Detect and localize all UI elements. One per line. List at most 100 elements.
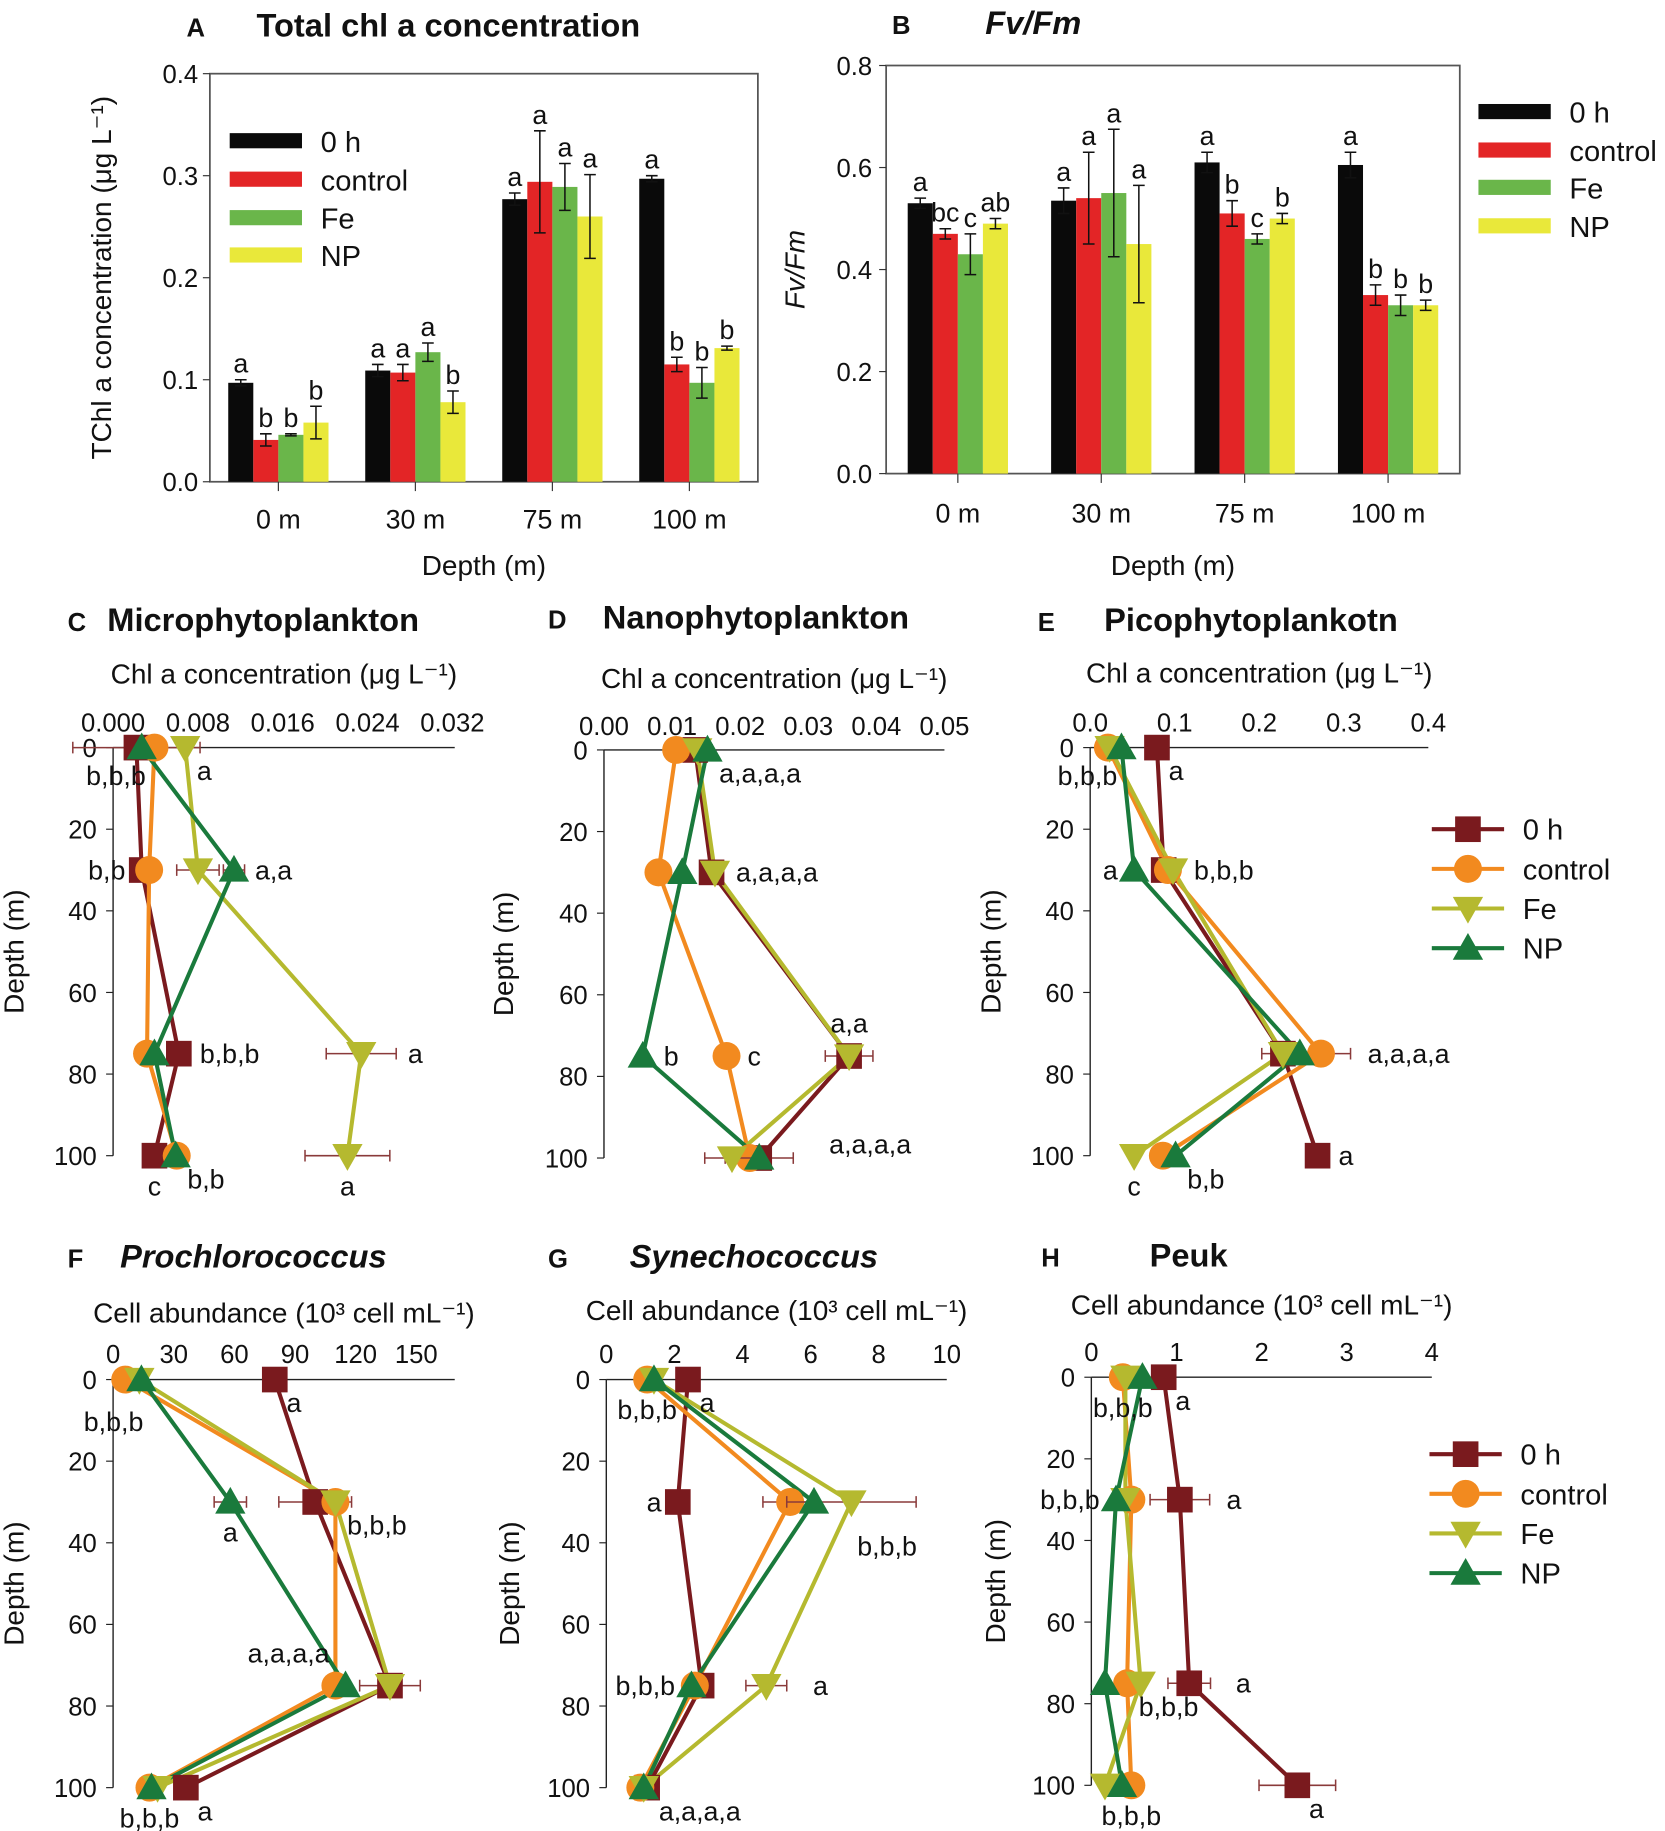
y-tick-label: 100 xyxy=(1032,1773,1075,1801)
y-tick-label: 60 xyxy=(68,980,97,1008)
y-tick-label: 0.3 xyxy=(163,163,199,191)
panel-title: Fv/Fm xyxy=(985,4,1081,41)
bar-NP-2 xyxy=(1269,218,1295,474)
bar-Fe-2 xyxy=(552,186,578,482)
significance-annotation: a xyxy=(1103,855,1118,885)
panel-title: Nanophytoplankton xyxy=(603,599,909,636)
y-tick-label: 40 xyxy=(559,900,588,928)
y-tick-label: 100 xyxy=(54,1775,97,1803)
marker-Fe xyxy=(346,1042,377,1069)
marker-control xyxy=(662,735,691,764)
bar-control-1 xyxy=(390,372,416,482)
bar-Fe-3 xyxy=(689,382,715,482)
y-tick-label: 100 xyxy=(54,1143,97,1171)
marker-NP xyxy=(667,857,698,885)
significance-letter: b xyxy=(1225,170,1240,200)
panel-label: G xyxy=(548,1246,568,1274)
marker-control xyxy=(644,858,673,887)
marker-Fe xyxy=(320,1490,351,1518)
legend-marker-0h xyxy=(1452,1441,1479,1468)
marker-0h xyxy=(1284,1772,1311,1799)
significance-letter: a xyxy=(583,144,598,174)
significance-annotation: b,b,b xyxy=(857,1532,917,1562)
y-tick-label: 20 xyxy=(561,1449,590,1477)
y-tick-label: 0 xyxy=(576,1367,590,1395)
error-bar xyxy=(1394,294,1407,317)
panel-label: H xyxy=(1041,1244,1060,1272)
significance-letter: a xyxy=(1081,121,1096,151)
panel-title: Total chl a concentration xyxy=(257,6,641,43)
y-tick-label: 0.4 xyxy=(163,61,199,89)
bar-NP-0 xyxy=(982,223,1008,474)
x-tick-label: 0.000 xyxy=(81,709,145,737)
x-tick-label: 0.2 xyxy=(1241,709,1277,737)
legend-swatch-Fe xyxy=(1478,179,1551,195)
series-line-0h xyxy=(1161,1376,1299,1787)
y-tick-label: 60 xyxy=(1046,1609,1075,1637)
significance-annotation: b xyxy=(664,1041,679,1071)
marker-0h xyxy=(1144,734,1170,761)
series-line-control xyxy=(124,1377,338,1790)
category-label: 100 m xyxy=(652,504,726,534)
y-axis-title: Depth (m) xyxy=(494,1521,525,1645)
y-tick-label: 40 xyxy=(1045,898,1074,926)
significance-letter: b xyxy=(669,326,684,356)
significance-annotation: a xyxy=(408,1039,423,1069)
x-tick-label: 1 xyxy=(1169,1339,1183,1367)
category-label: 30 m xyxy=(386,504,446,534)
y-tick-label: 100 xyxy=(547,1775,590,1803)
bar-Fe-0 xyxy=(957,254,983,474)
significance-annotation: a xyxy=(223,1518,238,1548)
significance-annotation: b,b xyxy=(1187,1164,1224,1194)
significance-letter: a xyxy=(1106,98,1121,128)
error-bar xyxy=(1251,233,1264,245)
significance-letter: b xyxy=(1393,264,1408,294)
y-tick-label: 60 xyxy=(559,982,588,1010)
error-bar xyxy=(721,345,733,351)
error-bar xyxy=(1133,184,1145,304)
y-tick-label: 0 xyxy=(83,1367,97,1395)
category-label: 30 m xyxy=(1071,499,1131,529)
bar-NP-1 xyxy=(440,402,466,482)
y-tick-label: 0.8 xyxy=(836,53,872,81)
legend-swatch-NP xyxy=(1478,218,1551,234)
x-axis-title: Chl a concentration (μg L⁻¹) xyxy=(1086,657,1432,688)
significance-letter: b xyxy=(1418,269,1433,299)
legend-label: control xyxy=(1523,854,1610,886)
x-tick-label: 0 xyxy=(599,1341,613,1369)
significance-annotation: a xyxy=(1339,1141,1354,1171)
y-tick-label: 0.2 xyxy=(163,265,199,293)
y-tick-label: 80 xyxy=(68,1693,97,1721)
legend-label: control xyxy=(321,165,408,197)
marker-NP xyxy=(1089,1668,1121,1695)
error-bar xyxy=(559,162,571,212)
bar-control-3 xyxy=(1363,295,1389,474)
significance-letter: b xyxy=(309,375,324,405)
legend-marker-Fe xyxy=(1450,1521,1481,1549)
significance-letter: b xyxy=(283,403,298,433)
significance-annotation: b,b,b xyxy=(86,761,146,791)
series-line-NP xyxy=(640,749,761,1160)
error-bar xyxy=(1419,299,1432,312)
error-bar xyxy=(1276,212,1289,225)
y-tick-label: 0.0 xyxy=(836,461,872,489)
legend: 0 h control Fe NP xyxy=(1478,98,1657,244)
marker-control xyxy=(712,1042,741,1070)
marker-Fe xyxy=(332,1144,363,1171)
marker-NP xyxy=(628,1772,659,1800)
error-bar xyxy=(1107,128,1120,258)
bar-0h-0 xyxy=(228,382,254,482)
category-label: 75 m xyxy=(523,504,583,534)
marker-NP xyxy=(798,1486,830,1514)
marker-NP xyxy=(330,1670,361,1698)
panel-label: E xyxy=(1038,609,1055,637)
y-tick-label: 0.1 xyxy=(163,367,199,395)
legend-label: Fe xyxy=(1569,173,1603,205)
significance-annotation: a xyxy=(1169,756,1184,786)
x-tick-label: 150 xyxy=(395,1341,438,1369)
significance-letter: b xyxy=(1368,254,1383,284)
marker-Fe xyxy=(699,860,731,888)
error-bar xyxy=(285,433,297,437)
error-bar xyxy=(1057,187,1070,215)
